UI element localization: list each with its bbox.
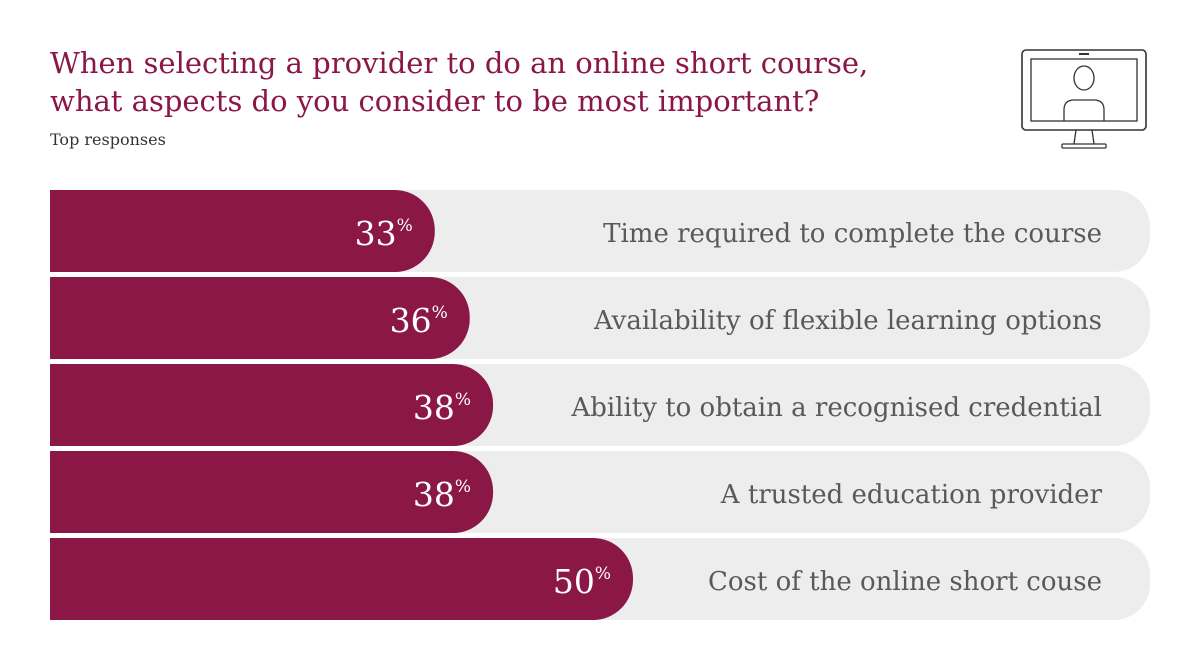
category-label: A trusted education provider bbox=[720, 480, 1103, 510]
bar bbox=[50, 451, 494, 533]
bar bbox=[50, 538, 633, 620]
category-label: Ability to obtain a recognised credentia… bbox=[570, 393, 1102, 423]
monitor-person-icon bbox=[1021, 49, 1147, 149]
bar bbox=[50, 277, 470, 359]
chart-title-line-1: When selecting a provider to do an onlin… bbox=[50, 46, 869, 80]
chart-subtitle: Top responses bbox=[50, 130, 166, 149]
bar-value-label: 33% bbox=[355, 214, 413, 253]
bar bbox=[50, 364, 494, 446]
bar-value-label: 38% bbox=[413, 475, 471, 514]
chart-title: When selecting a provider to do an onlin… bbox=[50, 44, 950, 120]
bar bbox=[50, 190, 435, 272]
category-label: Availability of flexible learning option… bbox=[593, 306, 1102, 336]
chart-title-line-2: what aspects do you consider to be most … bbox=[50, 84, 820, 118]
bar-value-label: 36% bbox=[390, 301, 448, 340]
category-label: Time required to complete the course bbox=[603, 219, 1102, 249]
bar-value-label: 38% bbox=[413, 388, 471, 427]
bar-value-label: 50% bbox=[553, 562, 611, 601]
category-label: Cost of the online short couse bbox=[708, 567, 1102, 597]
